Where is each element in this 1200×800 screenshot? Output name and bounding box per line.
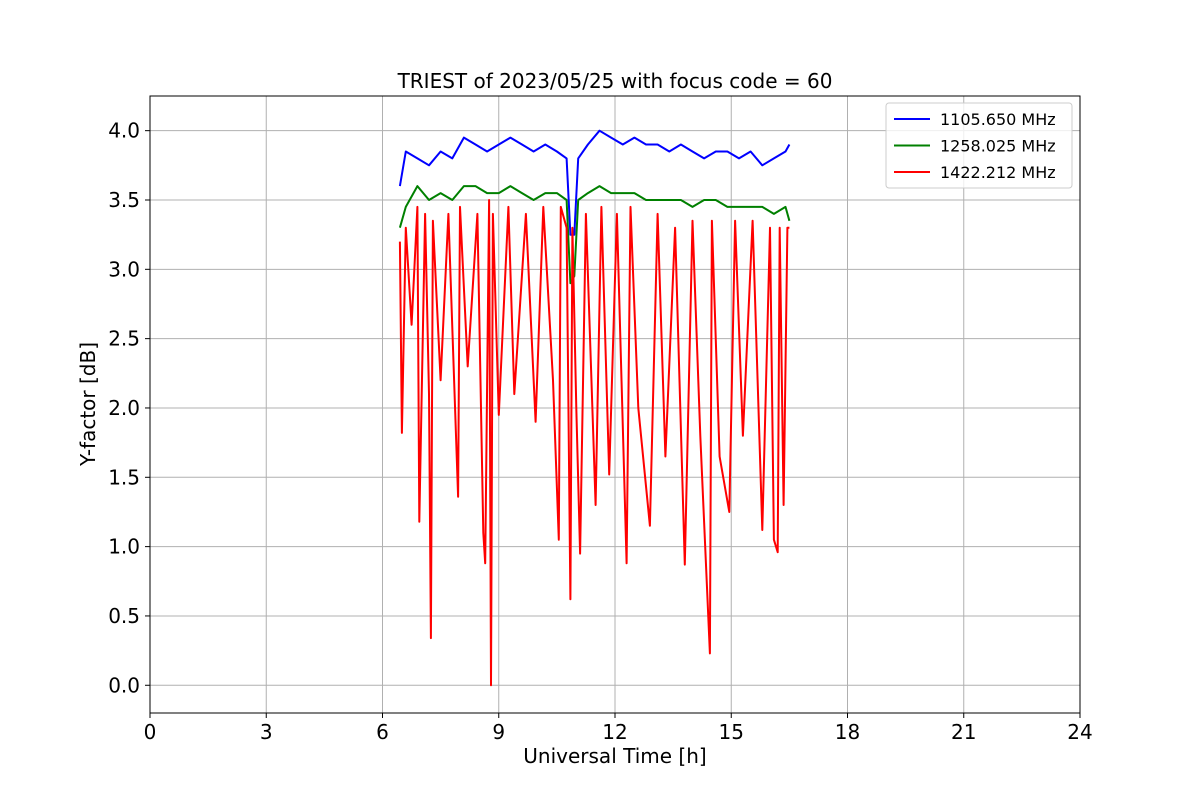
legend-items: 1105.650 MHz 1258.025 MHz 1422.212 MHz xyxy=(894,110,1056,182)
legend-label: 1258.025 MHz xyxy=(940,137,1056,156)
x-tick-label: 12 xyxy=(602,720,627,744)
x-tick-label: 15 xyxy=(719,720,744,744)
y-tick-label: 1.5 xyxy=(108,465,140,489)
y-tick-label: 2.0 xyxy=(108,396,140,420)
y-tick-label: 1.0 xyxy=(108,535,140,559)
series-line-1 xyxy=(398,129,791,236)
y-tick-label: 4.0 xyxy=(108,119,140,143)
x-tick-label: 9 xyxy=(492,720,505,744)
series-line-2 xyxy=(398,185,791,285)
x-tick-label: 3 xyxy=(260,720,273,744)
x-tick-label: 0 xyxy=(144,720,157,744)
x-tick-label: 21 xyxy=(951,720,976,744)
plot-area xyxy=(149,95,1081,714)
x-tick-label: 24 xyxy=(1067,720,1092,744)
x-tick-label: 6 xyxy=(376,720,389,744)
y-axis: 0.0 0.5 1.0 1.5 2.0 2.5 3.0 3.5 4.0 xyxy=(108,119,150,697)
y-axis-label: Y-factor [dB] xyxy=(76,342,100,467)
y-tick-label: 0.5 xyxy=(108,604,140,628)
chart-title: TRIEST of 2023/05/25 with focus code = 6… xyxy=(397,69,833,93)
legend: 1105.650 MHz 1258.025 MHz 1422.212 MHz xyxy=(885,102,1073,189)
y-tick-label: 3.5 xyxy=(108,188,140,212)
x-axis-label: Universal Time [h] xyxy=(523,744,706,768)
y-tick-label: 3.0 xyxy=(108,257,140,281)
legend-box xyxy=(885,102,1073,189)
y-tick-label: 0.0 xyxy=(108,673,140,697)
legend-label: 1422.212 MHz xyxy=(940,163,1056,182)
series-line-3 xyxy=(398,199,790,687)
x-tick-label: 18 xyxy=(835,720,860,744)
y-tick-label: 2.5 xyxy=(108,327,140,351)
series-layer xyxy=(398,129,791,687)
x-axis: 0 3 6 9 12 15 18 21 24 xyxy=(144,713,1093,744)
legend-label: 1105.650 MHz xyxy=(940,110,1056,129)
